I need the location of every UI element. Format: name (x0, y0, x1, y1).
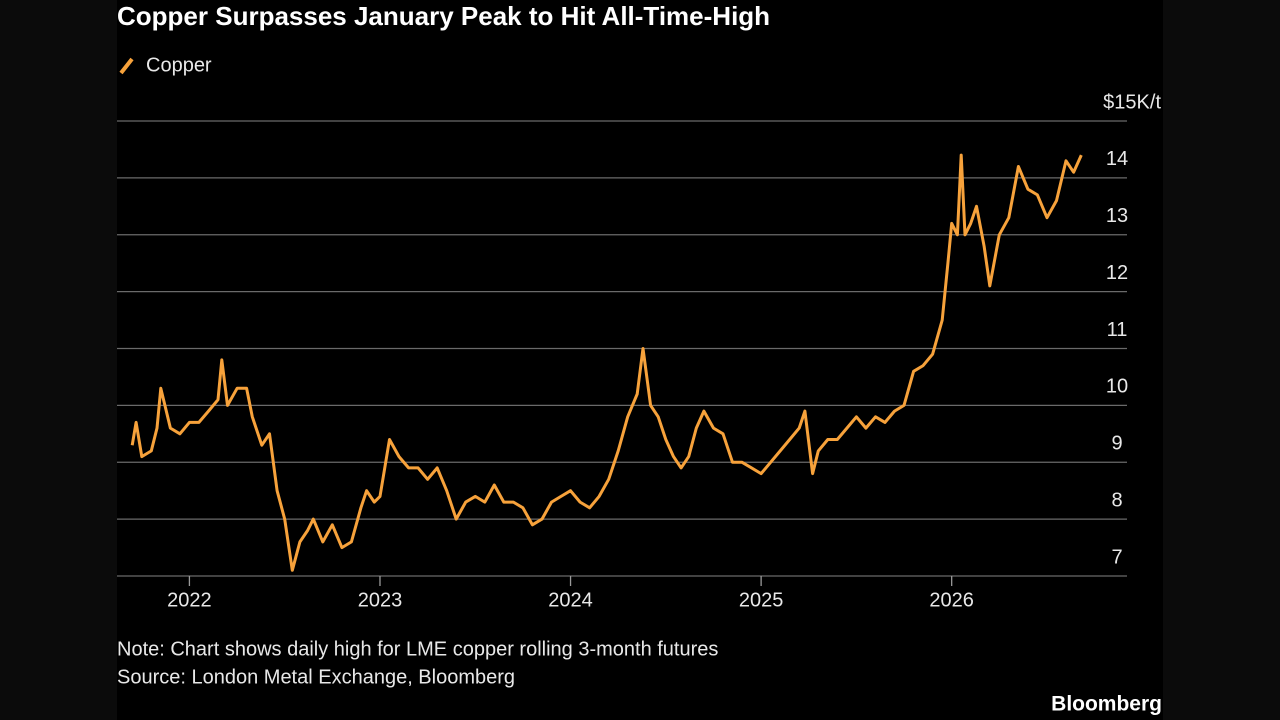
y-tick-label: 10 (1106, 376, 1128, 398)
series-line (130, 153, 1083, 572)
x-tick-label: 2025 (739, 589, 784, 611)
legend-label: Copper (146, 54, 212, 76)
y-tick-label: $15K/t (1103, 91, 1161, 113)
x-tick-label: 2022 (167, 589, 212, 611)
chart-panel (117, 0, 1163, 720)
y-tick-label: 14 (1106, 148, 1128, 170)
y-tick-label: 9 (1111, 433, 1122, 455)
x-tick-label: 2026 (929, 589, 974, 611)
y-tick-label: 8 (1111, 489, 1122, 511)
y-tick-label: 11 (1107, 319, 1128, 341)
y-tick-label: 7 (1111, 546, 1122, 568)
y-tick-label: 12 (1106, 262, 1128, 284)
note: Note: Chart shows daily high for LME cop… (117, 638, 718, 660)
logo: Bloomberg (1051, 693, 1162, 716)
x-tick-label: 2023 (358, 589, 403, 611)
x-tick-label: 2024 (548, 589, 593, 611)
legend-swatch (119, 57, 134, 75)
y-tick-label: 13 (1106, 205, 1128, 227)
chart-title: Copper Surpasses January Peak to Hit All… (117, 1, 770, 31)
source: Source: London Metal Exchange, Bloomberg (117, 666, 515, 688)
